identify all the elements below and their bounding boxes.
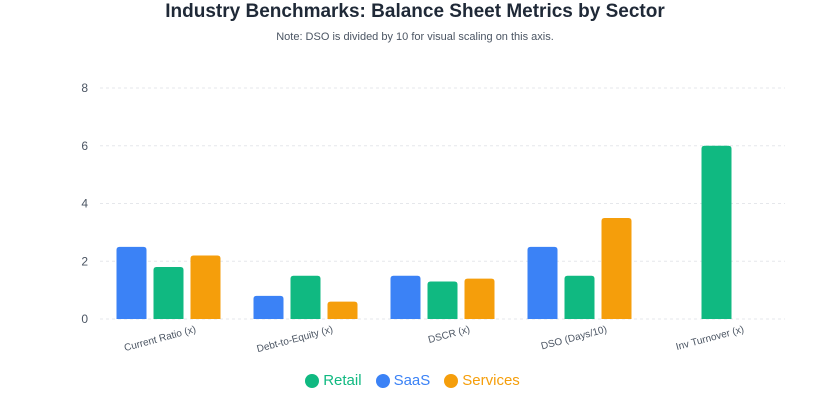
bar-saas-2[interactable]	[390, 275, 421, 319]
legend-swatch-icon	[444, 373, 459, 388]
bar-retail-1[interactable]	[290, 275, 321, 319]
x-tick-label: Inv Turnover (x)	[675, 324, 745, 353]
bar-services-3[interactable]	[601, 217, 632, 319]
bar-services-2[interactable]	[464, 278, 495, 319]
y-tick-label: 6	[81, 139, 88, 153]
chart-legend: Retail SaaS Services	[0, 372, 825, 389]
y-tick-label: 2	[81, 254, 88, 268]
legend-label: SaaS	[393, 372, 431, 389]
bar-retail-0[interactable]	[153, 267, 184, 319]
legend-label: Services	[462, 372, 520, 389]
bar-retail-4[interactable]	[701, 145, 732, 319]
chart-subtitle: Note: DSO is divided by 10 for visual sc…	[276, 31, 554, 43]
y-tick-label: 8	[81, 81, 88, 95]
bar-saas-1[interactable]	[253, 295, 284, 319]
legend-label: Retail	[323, 372, 362, 389]
x-tick-label: DSCR (x)	[427, 324, 471, 346]
x-tick-label: DSO (Days/10)	[540, 324, 608, 352]
legend-swatch-icon	[375, 373, 390, 388]
legend-item-services[interactable]: Services	[444, 372, 520, 389]
bar-services-0[interactable]	[190, 255, 221, 319]
chart-title: Industry Benchmarks: Balance Sheet Metri…	[165, 1, 665, 22]
x-tick-label: Debt-to-Equity (x)	[256, 324, 335, 355]
bar-saas-3[interactable]	[527, 246, 558, 319]
bar-retail-2[interactable]	[427, 281, 458, 319]
y-tick-label: 4	[81, 197, 88, 211]
legend-item-saas[interactable]: SaaS	[375, 372, 431, 389]
legend-item-retail[interactable]: Retail	[305, 372, 362, 389]
bar-chart: 0 2 4 6 8 Current Ratio (x) Debt-to-Equity (x)…	[81, 81, 785, 355]
bar-retail-3[interactable]	[564, 275, 595, 319]
legend-swatch-icon	[305, 373, 320, 388]
bar-saas-0[interactable]	[116, 246, 147, 319]
y-tick-label: 0	[81, 312, 88, 326]
x-tick-label: Current Ratio (x)	[123, 324, 197, 354]
bar-services-1[interactable]	[327, 301, 358, 319]
